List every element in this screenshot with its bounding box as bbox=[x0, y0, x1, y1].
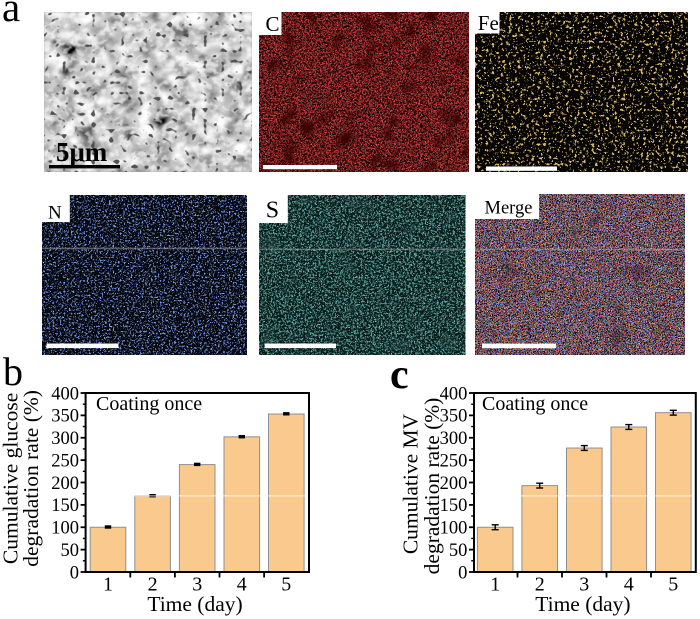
svg-text:300: 300 bbox=[51, 429, 79, 449]
svg-text:N: N bbox=[48, 203, 62, 224]
svg-text:0: 0 bbox=[70, 563, 79, 583]
svg-text:5: 5 bbox=[668, 574, 678, 596]
svg-text:250: 250 bbox=[440, 451, 468, 471]
svg-text:1: 1 bbox=[490, 574, 500, 596]
svg-text:400: 400 bbox=[440, 384, 468, 404]
svg-text:400: 400 bbox=[51, 384, 79, 404]
svg-text:200: 200 bbox=[440, 474, 468, 494]
svg-text:2: 2 bbox=[535, 574, 545, 596]
svg-text:0: 0 bbox=[458, 563, 467, 583]
svg-text:Cumulative glucose: Cumulative glucose bbox=[0, 393, 22, 564]
svg-text:Time (day): Time (day) bbox=[535, 592, 630, 616]
svg-text:200: 200 bbox=[51, 474, 79, 494]
svg-text:150: 150 bbox=[440, 496, 468, 516]
svg-text:Coating once: Coating once bbox=[96, 393, 202, 415]
svg-text:3: 3 bbox=[192, 574, 202, 596]
svg-text:4: 4 bbox=[237, 574, 247, 596]
svg-text:100: 100 bbox=[51, 519, 79, 539]
svg-text:2: 2 bbox=[148, 574, 158, 596]
svg-text:Coating once: Coating once bbox=[482, 393, 588, 415]
svg-text:350: 350 bbox=[440, 407, 468, 427]
svg-text:150: 150 bbox=[51, 496, 79, 516]
svg-text:C: C bbox=[265, 12, 279, 36]
svg-text:1: 1 bbox=[103, 574, 113, 596]
svg-text:3: 3 bbox=[579, 574, 589, 596]
svg-text:350: 350 bbox=[51, 407, 79, 427]
svg-text:50: 50 bbox=[449, 541, 468, 561]
svg-text:300: 300 bbox=[440, 429, 468, 449]
svg-text:100: 100 bbox=[440, 519, 468, 539]
svg-text:Time (day): Time (day) bbox=[147, 592, 242, 616]
svg-text:5: 5 bbox=[281, 574, 291, 596]
svg-text:S: S bbox=[266, 197, 279, 223]
svg-text:Merge: Merge bbox=[485, 199, 533, 219]
svg-text:4: 4 bbox=[624, 574, 634, 596]
svg-text:250: 250 bbox=[51, 451, 79, 471]
svg-text:degradation rate (%): degradation rate (%) bbox=[420, 398, 444, 575]
svg-text:50: 50 bbox=[61, 541, 80, 561]
svg-text:Fe: Fe bbox=[478, 12, 499, 35]
svg-text:degradation rate (%): degradation rate (%) bbox=[19, 390, 43, 567]
svg-text:Cumulative MV: Cumulative MV bbox=[398, 413, 422, 554]
svg-text:5μm: 5μm bbox=[56, 137, 108, 167]
